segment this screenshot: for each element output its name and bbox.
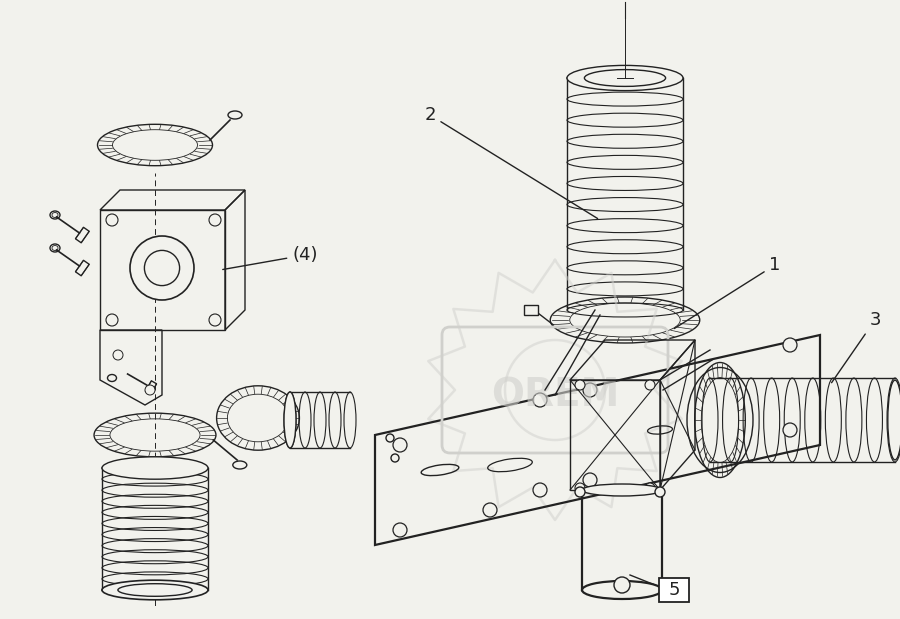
Circle shape (533, 483, 547, 497)
Circle shape (113, 350, 123, 360)
Ellipse shape (228, 111, 242, 119)
Circle shape (783, 338, 797, 352)
Ellipse shape (102, 580, 208, 600)
Circle shape (583, 473, 597, 487)
Ellipse shape (887, 380, 900, 460)
Ellipse shape (50, 211, 60, 219)
Circle shape (386, 434, 394, 442)
Ellipse shape (582, 581, 662, 599)
Circle shape (393, 523, 407, 537)
Circle shape (209, 314, 221, 326)
Polygon shape (76, 227, 89, 243)
Circle shape (130, 236, 194, 300)
Circle shape (391, 454, 399, 462)
Circle shape (533, 393, 547, 407)
Ellipse shape (284, 392, 296, 448)
Circle shape (575, 487, 585, 497)
Ellipse shape (102, 457, 208, 479)
Circle shape (106, 314, 118, 326)
Bar (524, 305, 538, 315)
Circle shape (614, 577, 630, 593)
Ellipse shape (107, 374, 116, 381)
Polygon shape (146, 381, 157, 394)
Ellipse shape (233, 461, 247, 469)
Text: 1: 1 (674, 256, 780, 329)
Text: (4): (4) (222, 246, 318, 269)
Text: 2: 2 (424, 106, 598, 219)
Circle shape (575, 380, 585, 390)
Text: 5: 5 (668, 581, 680, 599)
Polygon shape (76, 261, 89, 276)
Circle shape (583, 383, 597, 397)
Circle shape (655, 487, 665, 497)
Circle shape (483, 503, 497, 517)
Ellipse shape (567, 66, 683, 90)
FancyBboxPatch shape (659, 578, 689, 602)
Ellipse shape (582, 484, 662, 496)
Circle shape (645, 380, 655, 390)
Circle shape (645, 483, 655, 493)
Circle shape (575, 483, 585, 493)
Circle shape (106, 214, 118, 226)
Text: 3: 3 (832, 311, 881, 383)
Circle shape (783, 423, 797, 437)
Circle shape (209, 214, 221, 226)
Text: OREM: OREM (491, 376, 619, 414)
Circle shape (145, 385, 155, 395)
Circle shape (393, 438, 407, 452)
Ellipse shape (50, 244, 60, 252)
